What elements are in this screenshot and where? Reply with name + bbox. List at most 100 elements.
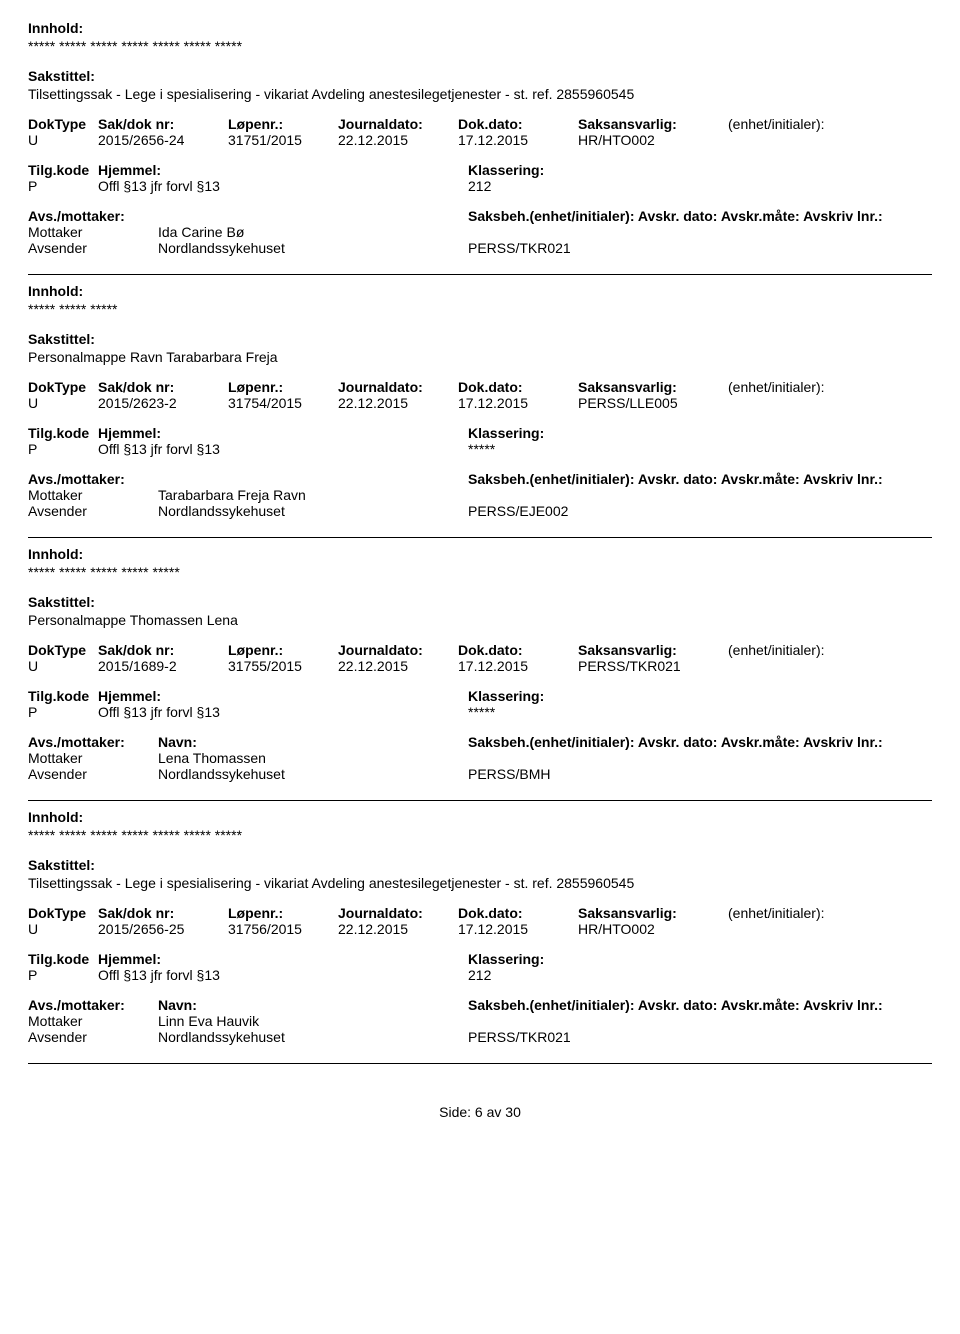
avsmottaker-header-row: Avs./mottaker:Saksbeh.(enhet/initialer):… [28,208,932,224]
innhold-value: ***** ***** ***** ***** ***** ***** ****… [28,38,932,54]
saksansvarlig-label: Saksansvarlig: [578,642,728,658]
navn-label [158,208,468,224]
tilgkode-value: P [28,441,98,457]
tilg-header-row: Tilg.kodeHjemmel:Klassering: [28,688,932,704]
record-header-row: DokTypeSak/dok nr:Løpenr.:Journaldato:Do… [28,116,932,132]
lopenr-label: Løpenr.: [228,116,338,132]
mottaker-saksbeh [468,1013,932,1029]
klassering-value: 212 [468,178,932,194]
mottaker-label: Mottaker [28,1013,158,1029]
sakstittel-label: Sakstittel: [28,68,932,84]
doktype-label: DokType [28,379,98,395]
avsmottaker-header-row: Avs./mottaker:Navn:Saksbeh.(enhet/initia… [28,734,932,750]
enhet-label: (enhet/initialer): [728,905,932,921]
dokdato-value: 17.12.2015 [458,921,578,937]
avsender-ref: PERSS/EJE002 [468,503,932,519]
avsender-navn: Nordlandssykehuset [158,503,468,519]
sakdok-label: Sak/dok nr: [98,116,228,132]
saksansvarlig-value: HR/HTO002 [578,132,728,148]
tilg-header-row: Tilg.kodeHjemmel:Klassering: [28,162,932,178]
page-footer: Side: 6 av 30 [28,1104,932,1140]
journaldato-label: Journaldato: [338,905,458,921]
lopenr-label: Løpenr.: [228,642,338,658]
doktype-value: U [28,921,98,937]
innhold-value: ***** ***** ***** ***** ***** [28,564,932,580]
sakdok-value: 2015/2656-25 [98,921,228,937]
sakstittel-label: Sakstittel: [28,331,932,347]
avsender-navn: Nordlandssykehuset [158,766,468,782]
lopenr-label: Løpenr.: [228,379,338,395]
dokdato-value: 17.12.2015 [458,132,578,148]
dokdato-value: 17.12.2015 [458,658,578,674]
tilg-value-row: POffl §13 jfr forvl §13212 [28,178,932,194]
avsender-navn: Nordlandssykehuset [158,1029,468,1045]
saksbeh-label: Saksbeh.(enhet/initialer): Avskr. dato: … [468,734,932,750]
saksansvarlig-label: Saksansvarlig: [578,379,728,395]
record-value-row: U2015/1689-231755/201522.12.201517.12.20… [28,658,932,674]
mottaker-label: Mottaker [28,224,158,240]
record-value-row: U2015/2623-231754/201522.12.201517.12.20… [28,395,932,411]
innhold-label: Innhold: [28,546,932,562]
mottaker-label: Mottaker [28,487,158,503]
avsender-label: Avsender [28,1029,158,1045]
avsender-navn: Nordlandssykehuset [158,240,468,256]
avsmottaker-label: Avs./mottaker: [28,734,158,750]
sakstittel-value: Personalmappe Thomassen Lena [28,612,932,628]
sakdok-value: 2015/1689-2 [98,658,228,674]
tilgkode-label: Tilg.kode [28,951,98,967]
dokdato-label: Dok.dato: [458,116,578,132]
doktype-value: U [28,658,98,674]
saksansvarlig-label: Saksansvarlig: [578,905,728,921]
journal-record: Innhold:***** ***** ***** ***** ***** **… [28,801,932,1064]
klassering-value: ***** [468,441,932,457]
hjemmel-value: Offl §13 jfr forvl §13 [98,967,468,983]
sakstittel-value: Personalmappe Ravn Tarabarbara Freja [28,349,932,365]
saksansvarlig-value: PERSS/LLE005 [578,395,728,411]
mottaker-saksbeh [468,750,932,766]
hjemmel-label: Hjemmel: [98,162,468,178]
enhet-value [728,132,932,148]
saksansvarlig-label: Saksansvarlig: [578,116,728,132]
sakdok-label: Sak/dok nr: [98,905,228,921]
avsmottaker-header-row: Avs./mottaker:Navn:Saksbeh.(enhet/initia… [28,997,932,1013]
enhet-label: (enhet/initialer): [728,116,932,132]
record-header-row: DokTypeSak/dok nr:Løpenr.:Journaldato:Do… [28,379,932,395]
innhold-value: ***** ***** ***** [28,301,932,317]
hjemmel-label: Hjemmel: [98,425,468,441]
mottaker-row: MottakerTarabarbara Freja Ravn [28,487,932,503]
avsmottaker-label: Avs./mottaker: [28,997,158,1013]
tilg-header-row: Tilg.kodeHjemmel:Klassering: [28,425,932,441]
tilgkode-label: Tilg.kode [28,162,98,178]
avsender-ref: PERSS/TKR021 [468,240,932,256]
navn-label [158,471,468,487]
tilg-value-row: POffl §13 jfr forvl §13***** [28,441,932,457]
avsmottaker-label: Avs./mottaker: [28,471,158,487]
mottaker-navn: Linn Eva Hauvik [158,1013,468,1029]
doktype-label: DokType [28,116,98,132]
record-value-row: U2015/2656-2531756/201522.12.201517.12.2… [28,921,932,937]
tilg-value-row: POffl §13 jfr forvl §13212 [28,967,932,983]
mottaker-row: MottakerLinn Eva Hauvik [28,1013,932,1029]
sakdok-label: Sak/dok nr: [98,642,228,658]
sakdok-value: 2015/2623-2 [98,395,228,411]
tilgkode-label: Tilg.kode [28,425,98,441]
mottaker-row: MottakerLena Thomassen [28,750,932,766]
mottaker-navn: Ida Carine Bø [158,224,468,240]
innhold-label: Innhold: [28,20,932,36]
journaldato-value: 22.12.2015 [338,921,458,937]
tilgkode-value: P [28,178,98,194]
avsender-ref: PERSS/BMH [468,766,932,782]
enhet-label: (enhet/initialer): [728,379,932,395]
innhold-label: Innhold: [28,809,932,825]
doktype-value: U [28,132,98,148]
journaldato-value: 22.12.2015 [338,395,458,411]
saksansvarlig-value: PERSS/TKR021 [578,658,728,674]
tilg-header-row: Tilg.kodeHjemmel:Klassering: [28,951,932,967]
navn-label: Navn: [158,997,468,1013]
avsmottaker-header-row: Avs./mottaker:Saksbeh.(enhet/initialer):… [28,471,932,487]
dokdato-label: Dok.dato: [458,379,578,395]
page: Innhold: ***** ***** ***** ***** ***** **… [0,0,960,1152]
enhet-value [728,658,932,674]
enhet-value [728,921,932,937]
sakstittel-value: Tilsettingssak - Lege i spesialisering -… [28,875,932,891]
